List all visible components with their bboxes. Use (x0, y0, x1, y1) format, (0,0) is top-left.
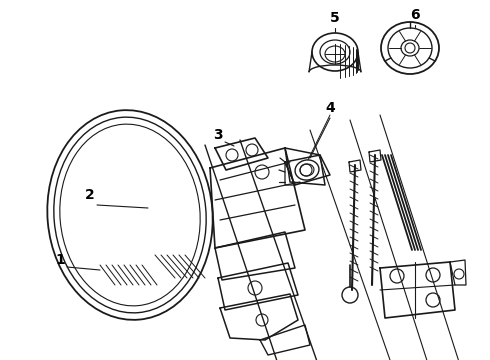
Text: 2: 2 (85, 188, 95, 202)
Text: 4: 4 (325, 101, 335, 115)
Text: 3: 3 (213, 128, 223, 142)
Text: 5: 5 (330, 11, 340, 25)
Text: 6: 6 (410, 8, 420, 22)
Text: 1: 1 (55, 253, 65, 267)
